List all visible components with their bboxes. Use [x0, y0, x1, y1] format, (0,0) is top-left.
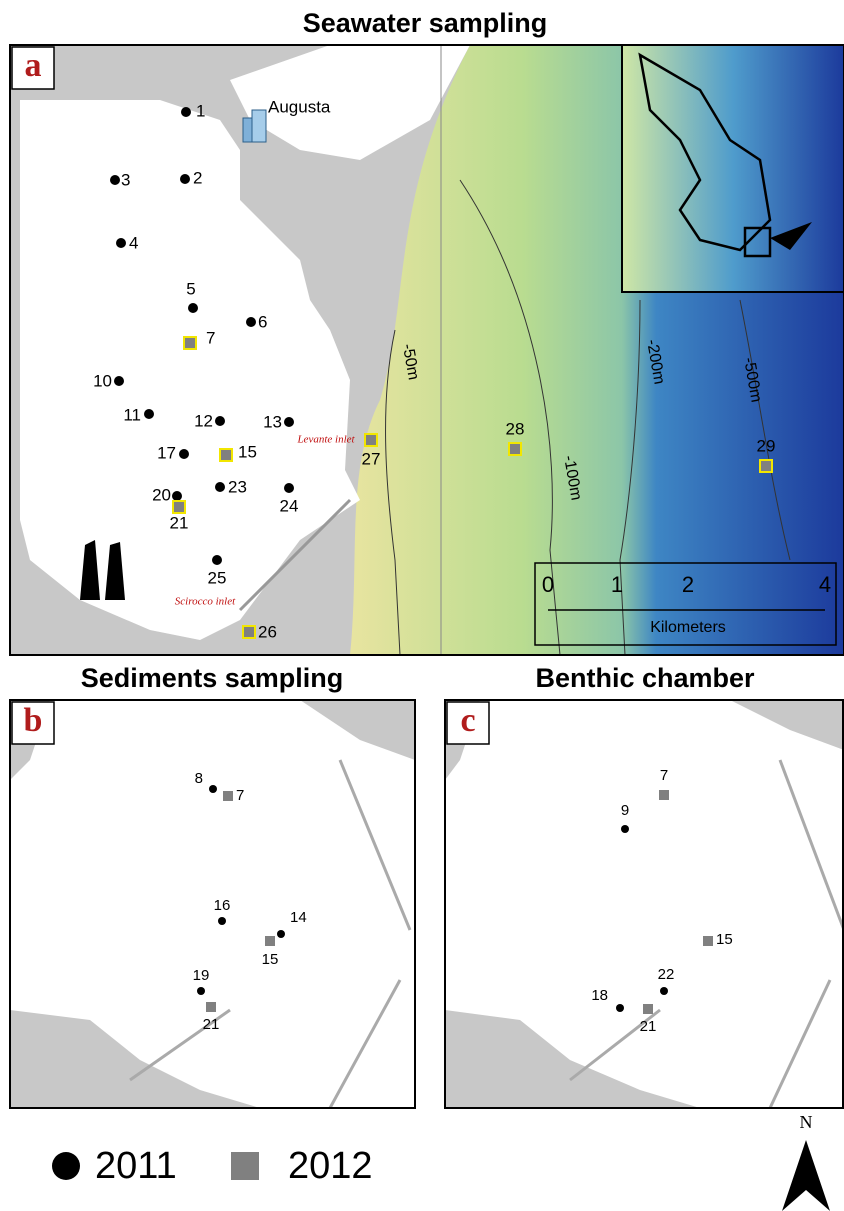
legend-label: 2012 — [288, 1145, 373, 1187]
panel-title: Seawater sampling — [303, 8, 548, 38]
station-label: 6 — [258, 312, 267, 331]
station-2012 — [231, 1152, 259, 1180]
station-label: 15 — [262, 951, 279, 968]
map-c-background — [445, 700, 844, 1108]
map-b-background — [10, 700, 415, 1108]
station-label: 25 — [208, 568, 227, 587]
station-2011 — [616, 1004, 624, 1012]
station-label: 12 — [194, 411, 213, 430]
station-2011 — [660, 987, 668, 995]
station-label: 8 — [195, 770, 203, 787]
north-arrow — [782, 1140, 830, 1211]
station-label: 22 — [658, 966, 675, 983]
station-label: 9 — [621, 802, 629, 819]
station-label: 3 — [121, 170, 130, 189]
station-2012 — [220, 449, 232, 461]
station-label: 26 — [258, 622, 277, 641]
place-label: Levante inlet — [296, 434, 355, 446]
station-label: 23 — [228, 477, 247, 496]
scale-tick: 1 — [611, 572, 623, 597]
station-2011 — [114, 376, 124, 386]
station-label: 18 — [591, 987, 608, 1004]
scale-tick: 2 — [682, 572, 694, 597]
station-2011 — [215, 482, 225, 492]
panel-title: Sediments sampling — [81, 663, 344, 693]
station-label: 27 — [362, 449, 381, 468]
panel-letter: a — [25, 47, 42, 84]
station-2011 — [212, 555, 222, 565]
station-2012 — [365, 434, 377, 446]
panel-title: Benthic chamber — [535, 663, 755, 693]
station-2011 — [277, 930, 285, 938]
station-2012 — [223, 791, 233, 801]
north-label: N — [800, 1112, 813, 1132]
station-2012 — [173, 501, 185, 513]
station-label: 4 — [129, 233, 138, 252]
station-label: 21 — [640, 1018, 657, 1035]
station-2011 — [284, 483, 294, 493]
legend-label: 2011 — [95, 1145, 177, 1187]
station-label: 24 — [280, 496, 299, 515]
station-2012 — [243, 626, 255, 638]
station-2011 — [110, 175, 120, 185]
station-label: 13 — [263, 412, 282, 431]
station-label: 7 — [206, 328, 215, 347]
station-2011 — [116, 238, 126, 248]
station-label: 7 — [236, 787, 244, 804]
station-label: 1 — [196, 101, 205, 120]
station-label: 29 — [757, 436, 776, 455]
scale-tick: 0 — [542, 572, 554, 597]
map-a-background — [10, 45, 844, 655]
station-2011 — [52, 1152, 80, 1180]
station-2012 — [659, 790, 669, 800]
panel-letter: c — [460, 702, 475, 739]
scale-tick: 4 — [819, 572, 831, 597]
station-2011 — [181, 107, 191, 117]
station-2011 — [218, 917, 226, 925]
station-label: 20 — [152, 485, 171, 504]
station-label: 17 — [157, 443, 176, 462]
station-2012 — [184, 337, 196, 349]
station-label: 7 — [660, 767, 668, 784]
page: Seawater samplinga1234561011121317202324… — [0, 0, 844, 1211]
place-label: Scirocco inlet — [175, 596, 236, 608]
station-2011 — [172, 491, 182, 501]
station-2011 — [188, 303, 198, 313]
station-2012 — [643, 1004, 653, 1014]
station-label: 5 — [186, 279, 195, 298]
station-2011 — [197, 987, 205, 995]
station-label: 16 — [214, 897, 231, 914]
station-2011 — [180, 174, 190, 184]
station-2011 — [215, 416, 225, 426]
station-label: 19 — [193, 967, 210, 984]
figure: Seawater samplinga1234561011121317202324… — [0, 0, 844, 1211]
station-label: 28 — [506, 419, 525, 438]
station-label: 15 — [238, 442, 257, 461]
station-2012 — [206, 1002, 216, 1012]
station-2012 — [509, 443, 521, 455]
place-label: Augusta — [268, 97, 331, 116]
station-label: 2 — [193, 168, 202, 187]
station-2012 — [703, 936, 713, 946]
station-2011 — [621, 825, 629, 833]
station-label: 11 — [123, 405, 141, 424]
panel-letter: b — [24, 702, 43, 739]
station-label: 10 — [93, 371, 112, 390]
station-2011 — [246, 317, 256, 327]
station-2011 — [144, 409, 154, 419]
station-2011 — [179, 449, 189, 459]
station-label: 21 — [203, 1016, 220, 1033]
station-2011 — [284, 417, 294, 427]
station-2011 — [209, 785, 217, 793]
scale-unit: Kilometers — [650, 619, 726, 636]
station-label: 21 — [170, 513, 189, 532]
station-2012 — [760, 460, 772, 472]
station-2012 — [265, 936, 275, 946]
station-label: 14 — [290, 909, 307, 926]
station-label: 15 — [716, 931, 733, 948]
